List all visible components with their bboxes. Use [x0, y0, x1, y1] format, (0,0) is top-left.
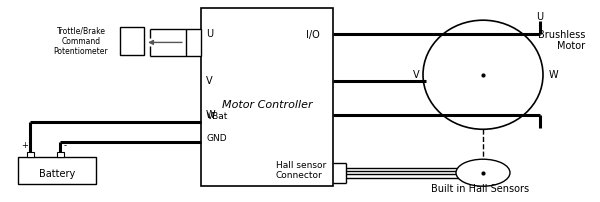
Text: GND: GND	[207, 134, 227, 143]
Bar	[120, 27, 144, 55]
Bar	[57, 152, 64, 157]
Text: Hall sensor
Connector: Hall sensor Connector	[276, 161, 326, 180]
Text: VBat: VBat	[207, 112, 229, 121]
Bar	[186, 29, 201, 56]
Text: -: -	[64, 141, 66, 150]
Text: Trottle/Brake
Command
Potentiometer: Trottle/Brake Command Potentiometer	[53, 26, 109, 56]
Text: U: U	[536, 12, 544, 22]
Text: +: +	[21, 141, 28, 150]
Bar	[201, 8, 333, 186]
Bar	[27, 152, 34, 157]
Text: V: V	[413, 70, 420, 80]
Text: Motor Controller: Motor Controller	[221, 100, 313, 110]
Text: W: W	[206, 110, 215, 120]
Ellipse shape	[456, 159, 510, 186]
Ellipse shape	[423, 20, 543, 129]
Text: Brushless
Motor: Brushless Motor	[538, 30, 585, 51]
Bar	[18, 157, 96, 184]
Text: U: U	[206, 29, 213, 39]
Text: Battery: Battery	[39, 169, 75, 179]
Text: Built in Hall Sensors: Built in Hall Sensors	[431, 184, 529, 194]
Text: W: W	[549, 70, 559, 80]
Text: I/O: I/O	[306, 30, 320, 40]
Text: V: V	[206, 76, 212, 86]
